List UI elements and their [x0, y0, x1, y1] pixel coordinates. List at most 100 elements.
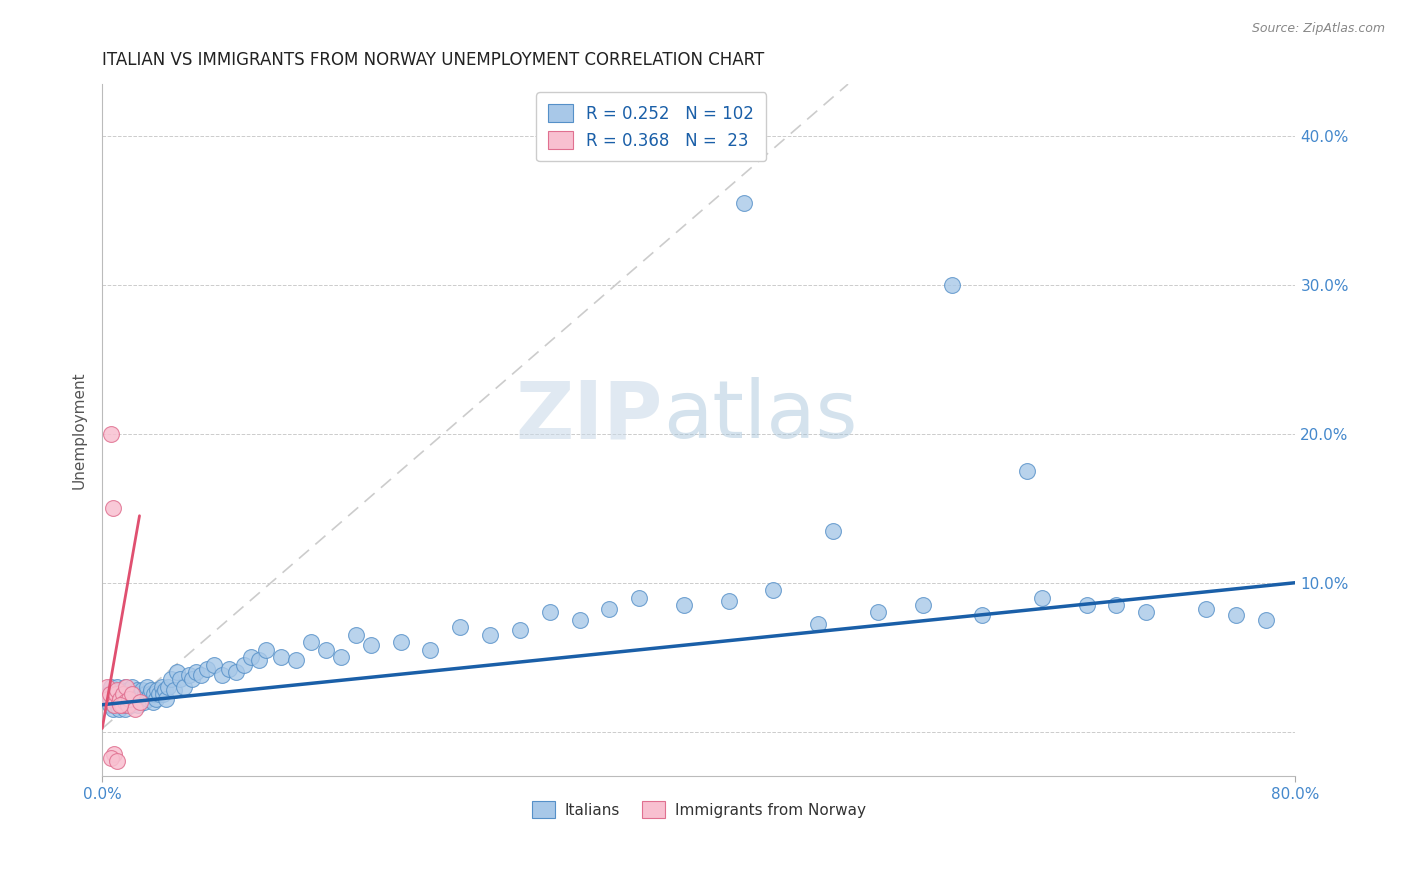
- Point: [1015, 464, 1038, 478]
- Point: [138, 691, 160, 706]
- Point: [105, 698, 128, 712]
- Y-axis label: Unemployment: Unemployment: [72, 371, 86, 489]
- Point: [568, 613, 591, 627]
- Point: [972, 608, 994, 623]
- Text: ITALIAN VS IMMIGRANTS FROM NORWAY UNEMPLOYMENT CORRELATION CHART: ITALIAN VS IMMIGRANTS FROM NORWAY UNEMPL…: [103, 51, 765, 69]
- Point: [155, 691, 177, 706]
- Point: [115, 687, 138, 701]
- Point: [98, 691, 121, 706]
- Point: [100, 680, 122, 694]
- Point: [1254, 613, 1277, 627]
- Point: [360, 638, 382, 652]
- Point: [247, 653, 270, 667]
- Point: [807, 617, 830, 632]
- Point: [344, 628, 367, 642]
- Point: [108, 691, 131, 706]
- Point: [169, 673, 191, 687]
- Point: [186, 665, 208, 679]
- Point: [110, 691, 132, 706]
- Point: [124, 702, 146, 716]
- Point: [112, 687, 135, 701]
- Point: [121, 680, 143, 694]
- Point: [762, 583, 785, 598]
- Point: [139, 687, 162, 701]
- Point: [254, 642, 277, 657]
- Point: [128, 695, 150, 709]
- Point: [101, 695, 124, 709]
- Point: [100, 426, 122, 441]
- Point: [285, 653, 308, 667]
- Point: [195, 662, 218, 676]
- Point: [941, 278, 963, 293]
- Point: [153, 682, 176, 697]
- Point: [114, 680, 136, 694]
- Point: [96, 680, 118, 694]
- Point: [538, 606, 561, 620]
- Point: [911, 598, 934, 612]
- Point: [118, 691, 141, 706]
- Point: [479, 628, 502, 642]
- Point: [211, 668, 233, 682]
- Point: [121, 687, 143, 701]
- Point: [177, 668, 200, 682]
- Point: [112, 695, 135, 709]
- Point: [598, 602, 620, 616]
- Point: [125, 682, 148, 697]
- Point: [299, 635, 322, 649]
- Point: [180, 673, 202, 687]
- Point: [389, 635, 412, 649]
- Point: [97, 687, 120, 701]
- Text: atlas: atlas: [664, 377, 858, 455]
- Point: [103, 698, 125, 712]
- Point: [114, 702, 136, 716]
- Point: [127, 698, 149, 712]
- Point: [733, 196, 755, 211]
- Point: [866, 606, 889, 620]
- Point: [101, 501, 124, 516]
- Point: [115, 698, 138, 712]
- Point: [129, 691, 152, 706]
- Point: [114, 695, 136, 709]
- Point: [117, 698, 139, 712]
- Point: [1225, 608, 1247, 623]
- Point: [202, 657, 225, 672]
- Point: [107, 695, 129, 709]
- Point: [145, 691, 167, 706]
- Point: [112, 687, 135, 701]
- Legend: Italians, Immigrants from Norway: Italians, Immigrants from Norway: [526, 795, 872, 824]
- Point: [104, 687, 127, 701]
- Point: [120, 698, 142, 712]
- Point: [419, 642, 441, 657]
- Point: [329, 650, 352, 665]
- Point: [103, 682, 125, 697]
- Point: [449, 620, 471, 634]
- Point: [128, 687, 150, 701]
- Point: [131, 682, 153, 697]
- Point: [108, 695, 131, 709]
- Point: [1105, 598, 1128, 612]
- Point: [118, 687, 141, 701]
- Point: [118, 691, 141, 706]
- Point: [150, 680, 173, 694]
- Point: [1031, 591, 1053, 605]
- Point: [823, 524, 845, 538]
- Point: [98, 698, 121, 712]
- Point: [136, 680, 159, 694]
- Point: [1076, 598, 1098, 612]
- Point: [173, 680, 195, 694]
- Point: [240, 650, 263, 665]
- Point: [156, 680, 179, 694]
- Point: [134, 687, 156, 701]
- Point: [1135, 606, 1157, 620]
- Point: [115, 680, 138, 694]
- Point: [108, 682, 131, 697]
- Point: [107, 702, 129, 716]
- Point: [672, 598, 695, 612]
- Point: [159, 673, 181, 687]
- Point: [146, 682, 169, 697]
- Point: [105, 682, 128, 697]
- Point: [105, 680, 128, 694]
- Point: [143, 687, 166, 701]
- Point: [100, 751, 122, 765]
- Point: [190, 668, 212, 682]
